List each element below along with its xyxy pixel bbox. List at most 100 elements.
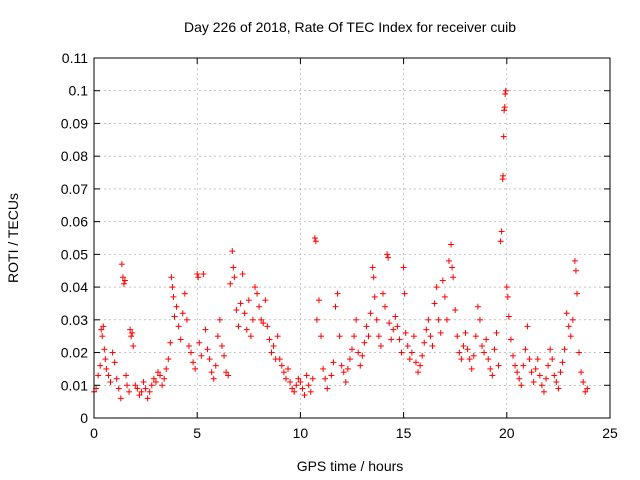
data-point — [406, 356, 413, 363]
data-point — [528, 369, 535, 376]
data-point — [584, 385, 591, 392]
data-point — [134, 385, 141, 392]
data-point — [206, 356, 213, 363]
data-point — [154, 369, 161, 376]
data-point — [450, 274, 457, 281]
data-point — [464, 346, 471, 353]
x-tick-label: 5 — [193, 425, 201, 441]
data-point — [504, 293, 511, 300]
data-point — [229, 248, 236, 255]
data-point — [312, 238, 319, 245]
data-point — [485, 356, 492, 363]
data-point — [334, 290, 341, 297]
data-point — [225, 372, 232, 379]
data-point — [553, 379, 560, 385]
data-point — [402, 329, 409, 336]
data-point — [524, 323, 531, 330]
data-point — [454, 333, 461, 340]
data-point — [173, 303, 180, 310]
data-point — [483, 336, 490, 343]
data-point — [163, 365, 170, 372]
data-point — [353, 316, 360, 323]
data-point — [280, 369, 287, 376]
data-point — [536, 372, 543, 379]
data-point — [514, 369, 521, 376]
data-point — [367, 310, 374, 317]
data-point — [466, 356, 473, 363]
data-point — [318, 333, 325, 340]
data-point — [161, 375, 168, 382]
data-point — [355, 349, 362, 356]
data-point — [449, 264, 456, 271]
data-point — [502, 87, 509, 94]
x-tick-label: 0 — [90, 425, 98, 441]
data-point — [388, 336, 395, 343]
data-point — [107, 379, 114, 385]
data-point — [429, 343, 436, 349]
data-point — [417, 362, 424, 369]
data-point — [130, 343, 137, 349]
data-point — [498, 228, 505, 235]
y-axis-label: ROTI / TECUs — [5, 193, 21, 283]
x-tick-label: 15 — [396, 425, 412, 441]
data-point — [582, 388, 589, 395]
data-point — [425, 316, 432, 323]
data-point — [249, 316, 256, 323]
data-point — [181, 290, 188, 297]
data-point — [408, 349, 415, 356]
data-point — [458, 356, 465, 363]
data-point — [462, 329, 469, 336]
data-point — [188, 349, 195, 356]
data-point — [198, 352, 205, 359]
data-point — [357, 362, 364, 369]
data-point — [522, 346, 529, 353]
data-point — [241, 310, 248, 317]
data-point — [195, 274, 202, 281]
data-point — [311, 235, 318, 241]
data-point — [262, 297, 269, 304]
data-point — [538, 382, 545, 389]
data-point — [109, 349, 116, 356]
data-point — [274, 333, 281, 340]
data-point — [379, 290, 386, 297]
data-point — [476, 316, 483, 323]
data-point — [297, 379, 304, 385]
data-point — [301, 392, 308, 399]
data-point — [218, 343, 225, 349]
data-point — [113, 375, 120, 382]
data-point — [509, 352, 516, 359]
data-point — [392, 313, 399, 320]
data-point — [136, 392, 143, 399]
data-point — [443, 316, 450, 323]
data-point — [121, 277, 128, 284]
data-point — [433, 284, 440, 291]
data-point — [330, 359, 337, 366]
data-point — [543, 375, 550, 382]
data-point — [365, 333, 372, 340]
data-point — [235, 323, 242, 330]
data-point — [251, 284, 258, 291]
data-point — [559, 359, 566, 366]
y-tick-label: 0.09 — [61, 115, 88, 131]
data-point — [437, 329, 444, 336]
data-point — [210, 375, 217, 382]
data-point — [404, 343, 411, 349]
data-point — [561, 346, 568, 353]
data-point — [270, 343, 277, 349]
data-point — [245, 297, 252, 304]
data-point — [386, 320, 393, 327]
data-point — [183, 316, 190, 323]
data-point — [132, 382, 139, 389]
data-point — [276, 356, 283, 363]
data-point — [572, 267, 579, 274]
data-point — [456, 349, 463, 356]
data-point — [396, 336, 403, 343]
data-point — [382, 303, 389, 310]
data-point — [452, 307, 459, 313]
data-point — [266, 336, 273, 343]
data-point — [287, 379, 294, 385]
data-point — [580, 379, 587, 385]
y-tick-label: 0.07 — [61, 181, 88, 197]
data-point — [303, 372, 310, 379]
